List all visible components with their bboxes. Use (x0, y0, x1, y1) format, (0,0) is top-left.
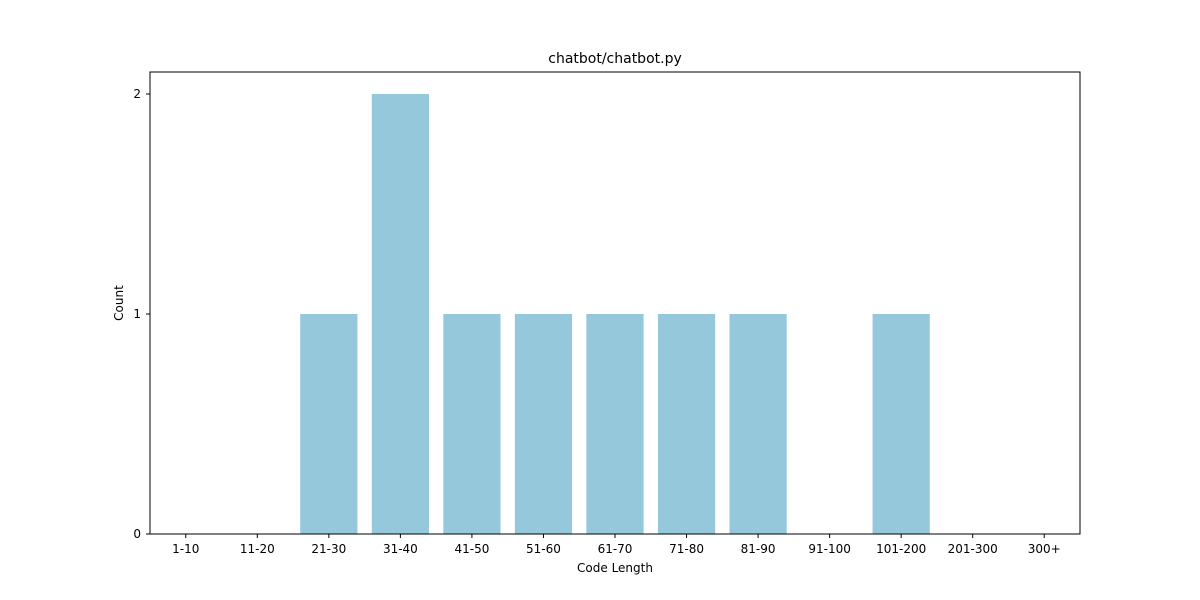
bar-81-90 (729, 314, 787, 534)
y-tick-label: 1 (133, 307, 141, 321)
x-tick-label: 101-200 (876, 542, 926, 556)
x-tick-label: 11-20 (240, 542, 275, 556)
y-axis: 0 1 2 (133, 87, 150, 541)
x-tick-label: 300+ (1028, 542, 1061, 556)
bar-31-40 (371, 94, 429, 534)
x-tick-label: 91-100 (808, 542, 851, 556)
x-tick-label: 61-70 (598, 542, 633, 556)
x-tick-label: 81-90 (741, 542, 776, 556)
x-axis: 1-10 11-20 21-30 31-40 41-50 51-60 61-70 71-80 8… (172, 534, 1061, 556)
x-tick-label: 1-10 (172, 542, 199, 556)
x-tick-label: 51-60 (526, 542, 561, 556)
bar-61-70 (586, 314, 644, 534)
chart-title: chatbot/chatbot.py (548, 51, 682, 67)
y-axis-title: Count (112, 285, 126, 321)
x-tick-label: 41-50 (454, 542, 489, 556)
y-tick-label: 0 (133, 527, 141, 541)
bar-51-60 (514, 314, 573, 534)
x-tick-label: 71-80 (669, 542, 704, 556)
x-tick-label: 31-40 (383, 542, 418, 556)
x-tick-label: 21-30 (311, 542, 346, 556)
bars-group (300, 94, 930, 534)
bar-41-50 (443, 314, 501, 534)
x-tick-label: 201-300 (948, 542, 998, 556)
bar-21-30 (300, 314, 358, 534)
y-tick-label: 2 (133, 87, 141, 101)
bar-101-200 (872, 314, 930, 534)
bar-71-80 (657, 314, 716, 534)
x-axis-title: Code Length (577, 561, 653, 575)
